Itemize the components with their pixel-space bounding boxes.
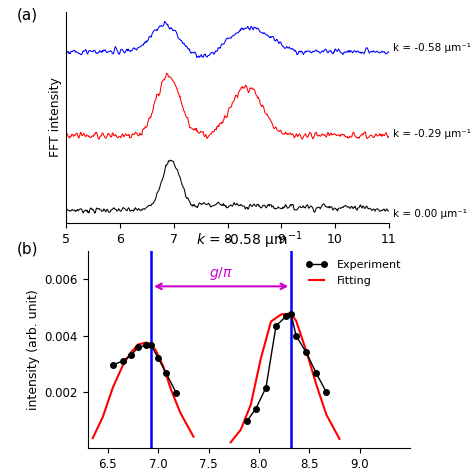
- Fitting: [191, 434, 196, 439]
- Fitting: [110, 385, 116, 391]
- Fitting: [148, 341, 154, 347]
- Fitting: [100, 414, 106, 420]
- Text: k = -0.29 μm⁻¹: k = -0.29 μm⁻¹: [393, 129, 471, 139]
- Line: Fitting: Fitting: [93, 343, 193, 438]
- Y-axis label: FFT intensity: FFT intensity: [49, 77, 62, 157]
- Fitting: [128, 349, 134, 355]
- Fitting: [143, 340, 149, 346]
- Experiment: [120, 358, 126, 364]
- Experiment: [135, 345, 141, 350]
- Text: k = -0.58 μm⁻¹: k = -0.58 μm⁻¹: [393, 43, 471, 53]
- Text: $g/π$: $g/π$: [209, 265, 233, 282]
- Experiment: [128, 352, 134, 358]
- Fitting: [160, 364, 166, 369]
- Y-axis label: intensity (arb. unit): intensity (arb. unit): [27, 289, 40, 410]
- Fitting: [90, 435, 96, 441]
- Fitting: [120, 362, 126, 368]
- Experiment: [164, 371, 169, 376]
- Fitting: [168, 387, 174, 393]
- Text: (a): (a): [17, 8, 37, 23]
- Experiment: [173, 390, 179, 396]
- Experiment: [155, 355, 161, 361]
- Experiment: [148, 343, 154, 348]
- Title: $k$ = -0.58 μm$^{-1}$: $k$ = -0.58 μm$^{-1}$: [195, 229, 302, 251]
- Legend: Experiment, Fitting: Experiment, Fitting: [302, 257, 404, 289]
- Experiment: [143, 343, 149, 348]
- Line: Experiment: Experiment: [110, 343, 179, 396]
- Text: k = 0.00 μm⁻¹: k = 0.00 μm⁻¹: [393, 209, 467, 219]
- Fitting: [135, 342, 141, 347]
- Text: (b): (b): [17, 241, 38, 256]
- Fitting: [177, 410, 183, 416]
- Experiment: [110, 362, 116, 368]
- Fitting: [153, 348, 159, 354]
- X-axis label: Frequency (GHz): Frequency (GHz): [170, 251, 285, 265]
